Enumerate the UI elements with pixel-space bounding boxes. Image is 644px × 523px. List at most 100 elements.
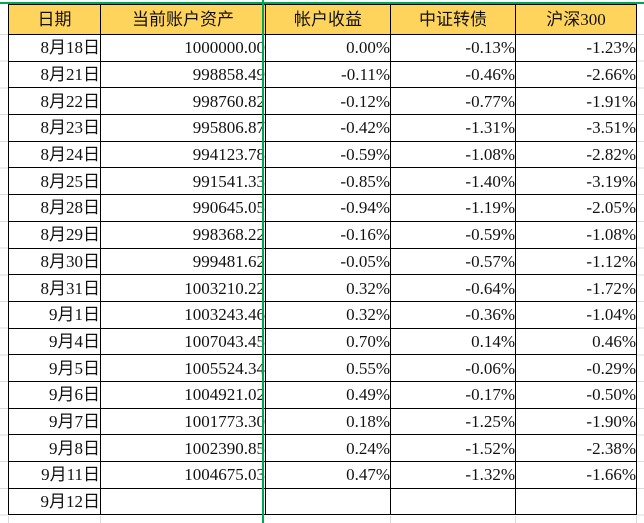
cell-account_return[interactable]: -0.11% [265, 60, 391, 89]
cell-date[interactable]: 9月8日 [8, 434, 101, 462]
cell-csi_convertible_bond[interactable]: -1.52% [390, 434, 516, 462]
cell-csi_convertible_bond[interactable]: -1.40% [390, 167, 516, 196]
table-row: 9月4日 1007043.45 0.70% 0.14% 0.46% [8, 327, 637, 356]
cell-date[interactable]: 9月4日 [8, 327, 101, 356]
cell-csi_convertible_bond[interactable]: -0.36% [390, 300, 516, 329]
table-row: 8月22日 998760.82 -0.12% -0.77% -1.91% [8, 87, 637, 116]
cell-assets[interactable]: 1004921.02 [100, 380, 266, 409]
cell-csi_convertible_bond[interactable]: -1.32% [390, 461, 516, 489]
cell-date[interactable]: 9月5日 [8, 354, 101, 382]
header-cell-account-return[interactable]: 帐户收益 [265, 4, 391, 35]
cell-csi_300[interactable]: -1.91% [515, 87, 637, 116]
cell-assets[interactable]: 1003210.22 [100, 274, 266, 302]
cell-account_return[interactable]: 0.18% [265, 407, 391, 436]
cell-csi_300[interactable]: -2.66% [515, 60, 637, 89]
cell-date[interactable]: 8月22日 [8, 87, 101, 116]
header-cell-assets[interactable]: 当前账户资产 [100, 4, 266, 35]
cell-csi_convertible_bond[interactable]: -0.13% [390, 34, 516, 62]
cell-csi_300[interactable]: -2.82% [515, 140, 637, 169]
sheet-margin-right [636, 34, 644, 523]
cell-csi_convertible_bond[interactable]: -1.25% [390, 407, 516, 436]
cell-account_return[interactable]: -0.05% [265, 247, 391, 276]
cell-assets[interactable]: 1000000.00 [100, 34, 266, 62]
cell-csi_convertible_bond[interactable]: -0.57% [390, 247, 516, 276]
cell-date[interactable]: 8月21日 [8, 60, 101, 89]
cell-csi_300[interactable]: 0.46% [515, 327, 637, 356]
cell-assets[interactable]: 991541.33 [100, 167, 266, 196]
cell-csi_300[interactable]: -1.04% [515, 300, 637, 329]
cell-account_return[interactable]: 0.55% [265, 354, 391, 382]
cell-csi_convertible_bond[interactable]: -1.19% [390, 194, 516, 222]
cell-assets[interactable]: 1001773.30 [100, 407, 266, 436]
cell-assets[interactable]: 1007043.45 [100, 327, 266, 356]
cell-csi_convertible_bond[interactable]: -1.08% [390, 140, 516, 169]
cell-csi_300[interactable]: -1.66% [515, 461, 637, 489]
cell-date[interactable]: 8月28日 [8, 194, 101, 222]
cell-assets[interactable]: 990645.05 [100, 194, 266, 222]
cell-account_return[interactable]: 0.49% [265, 380, 391, 409]
cell-account_return[interactable]: 0.47% [265, 461, 391, 489]
cell-account_return[interactable]: -0.16% [265, 220, 391, 249]
header-cell-date[interactable]: 日期 [8, 4, 101, 35]
cell-account_return[interactable]: 0.70% [265, 327, 391, 356]
cell-csi_300[interactable]: -1.90% [515, 407, 637, 436]
cell-account_return[interactable]: -0.12% [265, 87, 391, 116]
cell-assets[interactable]: 999481.62 [100, 247, 266, 276]
cell-date[interactable]: 9月6日 [8, 380, 101, 409]
cell-date[interactable]: 8月24日 [8, 140, 101, 169]
cell-csi_300[interactable]: -1.23% [515, 34, 637, 62]
cell-csi_convertible_bond[interactable]: -0.17% [390, 380, 516, 409]
cell-account_return[interactable]: 0.00% [265, 34, 391, 62]
cell-account_return[interactable]: -0.94% [265, 194, 391, 222]
cell-csi_convertible_bond[interactable]: -0.46% [390, 60, 516, 89]
cell-account_return[interactable]: 0.32% [265, 300, 391, 329]
header-cell-csi-convertible-bond[interactable]: 中证转债 [390, 4, 516, 35]
cell-csi_convertible_bond[interactable]: -0.64% [390, 274, 516, 302]
cell-date[interactable]: 8月25日 [8, 167, 101, 196]
cell-csi_convertible_bond[interactable]: -0.59% [390, 220, 516, 249]
cell-csi_convertible_bond[interactable] [390, 487, 516, 516]
cell-assets[interactable]: 1004675.03 [100, 461, 266, 489]
cell-csi_convertible_bond[interactable]: -1.31% [390, 114, 516, 142]
gridline-stub [100, 516, 101, 523]
cell-assets[interactable]: 1003243.46 [100, 300, 266, 329]
cell-csi_300[interactable]: -2.38% [515, 434, 637, 462]
cell-account_return[interactable]: 0.32% [265, 274, 391, 302]
cell-date[interactable]: 8月29日 [8, 220, 101, 249]
cell-csi_300[interactable]: -1.08% [515, 220, 637, 249]
cell-assets[interactable]: 995806.87 [100, 114, 266, 142]
cell-csi_300[interactable]: -1.12% [515, 247, 637, 276]
cell-csi_300[interactable]: -3.51% [515, 114, 637, 142]
cell-csi_300[interactable] [515, 487, 637, 516]
cell-csi_300[interactable]: -1.72% [515, 274, 637, 302]
cell-date[interactable]: 9月11日 [8, 461, 101, 489]
cell-date[interactable]: 8月23日 [8, 114, 101, 142]
cell-assets[interactable]: 998858.49 [100, 60, 266, 89]
cell-account_return[interactable]: -0.59% [265, 140, 391, 169]
cell-date[interactable]: 8月30日 [8, 247, 101, 276]
cell-assets[interactable]: 998760.82 [100, 87, 266, 116]
cell-csi_300[interactable]: -2.05% [515, 194, 637, 222]
cell-date[interactable]: 9月1日 [8, 300, 101, 329]
cell-csi_300[interactable]: -3.19% [515, 167, 637, 196]
cell-date[interactable]: 9月7日 [8, 407, 101, 436]
cell-assets[interactable]: 1002390.85 [100, 434, 266, 462]
cell-account_return[interactable]: 0.24% [265, 434, 391, 462]
cell-assets[interactable]: 998368.22 [100, 220, 266, 249]
header-cell-csi-300[interactable]: 沪深300 [515, 4, 637, 35]
cell-date[interactable]: 9月12日 [8, 487, 101, 516]
cell-account_return[interactable]: -0.85% [265, 167, 391, 196]
cell-assets[interactable]: 994123.78 [100, 140, 266, 169]
table-row: 9月8日 1002390.85 0.24% -1.52% -2.38% [8, 434, 637, 462]
cell-csi_convertible_bond[interactable]: -0.77% [390, 87, 516, 116]
cell-account_return[interactable]: -0.42% [265, 114, 391, 142]
cell-csi_convertible_bond[interactable]: -0.06% [390, 354, 516, 382]
cell-account_return[interactable] [265, 487, 391, 516]
cell-csi_300[interactable]: -0.50% [515, 380, 637, 409]
cell-date[interactable]: 8月18日 [8, 34, 101, 62]
cell-assets[interactable]: 1005524.34 [100, 354, 266, 382]
cell-assets[interactable] [100, 487, 266, 516]
cell-csi_300[interactable]: -0.29% [515, 354, 637, 382]
cell-date[interactable]: 8月31日 [8, 274, 101, 302]
cell-csi_convertible_bond[interactable]: 0.14% [390, 327, 516, 356]
